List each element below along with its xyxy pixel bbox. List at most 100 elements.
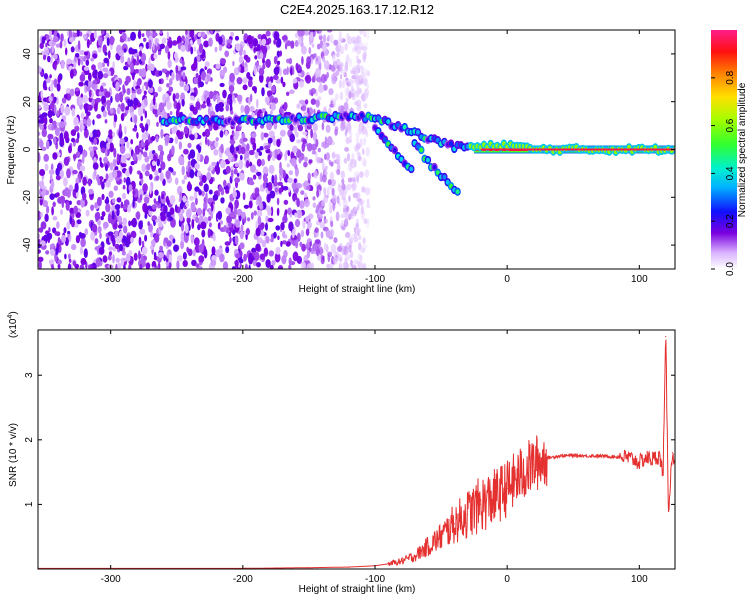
noise-speckle — [169, 78, 173, 86]
noise-speckle — [172, 40, 178, 46]
noise-speckle — [53, 104, 57, 115]
noise-speckle — [108, 251, 113, 256]
noise-speckle — [256, 210, 263, 218]
noise-speckle — [338, 262, 343, 269]
noise-speckle — [106, 37, 110, 46]
noise-speckle — [343, 102, 349, 111]
noise-speckle — [246, 143, 250, 152]
noise-speckle — [99, 160, 103, 167]
noise-speckle — [171, 71, 175, 81]
noise-speckle — [239, 154, 243, 161]
snr-point — [658, 455, 660, 457]
noise-speckle — [144, 97, 148, 106]
noise-speckle — [116, 197, 122, 203]
noise-speckle — [222, 89, 227, 99]
colorbar-tick-label: 0.6 — [725, 118, 736, 132]
noise-speckle — [275, 225, 281, 231]
noise-speckle — [330, 179, 336, 187]
noise-speckle — [325, 124, 331, 133]
noise-speckle — [300, 229, 305, 238]
x-tick-label: -100 — [365, 274, 385, 285]
noise-speckle — [306, 142, 313, 152]
spectrogram-xlabel: Height of straight line (km) — [299, 284, 416, 295]
snr-point — [559, 455, 561, 457]
noise-speckle — [120, 163, 127, 168]
noise-speckle — [307, 172, 312, 181]
noise-speckle — [224, 50, 230, 58]
snr-point — [414, 555, 416, 557]
noise-speckle — [171, 145, 175, 155]
noise-speckle — [254, 187, 260, 195]
noise-speckle — [277, 181, 283, 186]
noise-speckle — [189, 149, 196, 159]
noise-speckle — [183, 84, 190, 92]
noise-speckle — [84, 106, 88, 114]
noise-speckle — [235, 253, 241, 259]
noise-speckle — [281, 240, 287, 245]
noise-speckle — [350, 159, 357, 169]
noise-speckle — [38, 119, 44, 124]
noise-speckle — [316, 189, 319, 198]
noise-speckle — [189, 104, 195, 112]
noise-speckle — [105, 180, 111, 188]
noise-speckle — [71, 137, 76, 143]
noise-speckle — [215, 63, 221, 70]
noise-speckle — [157, 252, 164, 258]
noise-speckle — [52, 216, 58, 221]
colorbar-label: Normalized spectral amplitude — [737, 82, 748, 217]
noise-speckle — [365, 30, 370, 40]
noise-speckle — [266, 90, 273, 97]
noise-speckle — [190, 234, 194, 244]
noise-speckle — [98, 90, 105, 97]
noise-speckle — [308, 159, 313, 164]
noise-speckle — [239, 242, 245, 250]
noise-speckle — [340, 170, 345, 180]
noise-speckle — [79, 50, 85, 55]
noise-speckle — [259, 222, 265, 230]
carrier-band-line — [480, 148, 675, 151]
noise-speckle — [164, 134, 170, 144]
noise-speckle — [144, 144, 149, 151]
noise-speckle — [128, 263, 132, 269]
noise-speckle — [321, 161, 325, 171]
noise-speckle — [140, 68, 147, 78]
noise-speckle — [104, 119, 108, 124]
noise-speckle — [160, 128, 164, 139]
noise-speckle — [101, 193, 105, 200]
noise-speckle — [77, 58, 81, 66]
noise-speckle — [259, 73, 264, 83]
noise-speckle — [180, 92, 186, 102]
noise-speckle — [296, 182, 303, 189]
noise-speckle — [277, 148, 281, 153]
noise-speckle — [153, 53, 158, 60]
noise-speckle — [161, 37, 167, 44]
noise-speckle — [185, 208, 192, 219]
noise-speckle — [243, 253, 248, 262]
noise-speckle — [38, 210, 42, 221]
noise-speckle — [215, 103, 220, 113]
noise-speckle — [328, 159, 332, 166]
noise-speckle — [287, 207, 292, 215]
noise-speckle — [253, 86, 257, 94]
noise-speckle — [45, 42, 48, 48]
noise-speckle — [204, 91, 210, 96]
noise-speckle — [142, 183, 148, 193]
noise-speckle — [248, 264, 251, 269]
noise-speckle — [143, 90, 147, 96]
noise-speckle — [294, 40, 299, 47]
snr-point — [493, 497, 495, 499]
noise-speckle — [317, 30, 322, 34]
noise-speckle — [276, 50, 281, 58]
noise-speckle — [50, 248, 55, 256]
noise-speckle — [362, 52, 367, 60]
noise-speckle — [140, 52, 147, 63]
noise-speckle — [196, 207, 203, 216]
noise-speckle — [56, 221, 60, 230]
noise-speckle — [270, 206, 274, 217]
noise-speckle — [160, 214, 166, 222]
noise-speckle — [237, 94, 243, 103]
noise-speckle — [106, 142, 110, 150]
noise-speckle — [151, 32, 158, 37]
noise-speckle — [73, 205, 79, 215]
noise-speckle — [53, 96, 57, 102]
